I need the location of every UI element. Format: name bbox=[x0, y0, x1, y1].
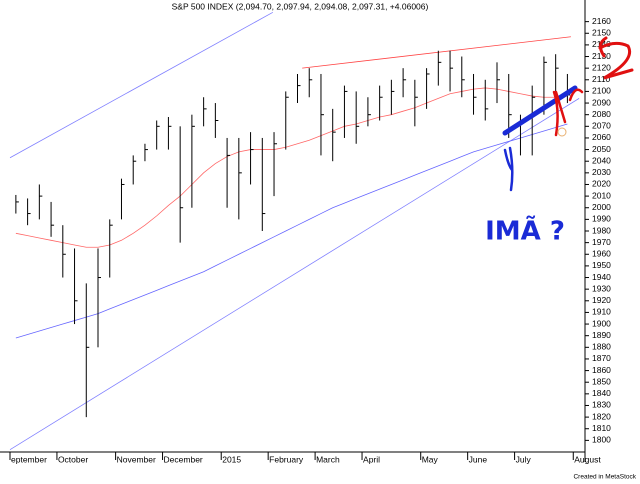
y-tick-label: 1860 bbox=[592, 365, 611, 375]
x-tick-label: February bbox=[269, 454, 304, 464]
moving-average bbox=[15, 87, 568, 248]
y-tick-label: 1920 bbox=[592, 295, 611, 305]
x-tick-label: eptember bbox=[11, 454, 47, 464]
y-tick-label: 2060 bbox=[592, 132, 611, 142]
y-tick-label: 2150 bbox=[592, 28, 611, 38]
y-tick-label: 1910 bbox=[592, 307, 611, 317]
moving-average bbox=[15, 123, 568, 339]
y-tick-label: 1840 bbox=[592, 388, 611, 398]
y-tick-label: 2100 bbox=[592, 86, 611, 96]
y-tick-label: 1960 bbox=[592, 249, 611, 259]
y-tick-label: 2020 bbox=[592, 179, 611, 189]
x-tick-label: August bbox=[574, 454, 601, 464]
chart-title: S&P 500 INDEX (2,094.70, 2,097.94, 2,094… bbox=[172, 1, 429, 11]
x-tick-label: 2015 bbox=[222, 454, 241, 464]
x-tick-label: March bbox=[316, 454, 340, 464]
red-scribble bbox=[552, 88, 584, 137]
x-tick-label: June bbox=[469, 454, 488, 464]
y-tick-label: 2040 bbox=[592, 155, 611, 165]
y-tick-label: 2120 bbox=[592, 62, 611, 72]
y-tick-label: 1890 bbox=[592, 330, 611, 340]
red-two bbox=[598, 36, 634, 80]
y-tick-label: 2090 bbox=[592, 97, 611, 107]
y-tick-label: 1980 bbox=[592, 225, 611, 235]
y-tick-label: 2080 bbox=[592, 109, 611, 119]
marker-line bbox=[502, 85, 578, 136]
y-tick-label: 1810 bbox=[592, 423, 611, 433]
y-tick-label: 1900 bbox=[592, 318, 611, 328]
box-marker bbox=[557, 127, 567, 137]
x-tick-label: November bbox=[117, 454, 156, 464]
y-tick-label: 2050 bbox=[592, 144, 611, 154]
y-tick-label: 1940 bbox=[592, 272, 611, 282]
y-tick-label: 1880 bbox=[592, 342, 611, 352]
y-tick-label: 2130 bbox=[592, 51, 611, 61]
x-tick-label: May bbox=[422, 454, 439, 464]
y-tick-label: 1990 bbox=[592, 214, 611, 224]
x-tick-label: July bbox=[516, 454, 532, 464]
y-tick-label: 1950 bbox=[592, 260, 611, 270]
footer: Created in MetaStock bbox=[573, 474, 636, 481]
arrow bbox=[503, 146, 514, 192]
x-tick-label: December bbox=[164, 454, 203, 464]
trend-line bbox=[9, 11, 274, 159]
trend-line bbox=[9, 98, 580, 451]
y-tick-label: 1870 bbox=[592, 353, 611, 363]
y-tick-label: 1930 bbox=[592, 283, 611, 293]
y-tick-label: 1850 bbox=[592, 376, 611, 386]
y-tick-label: 1970 bbox=[592, 237, 611, 247]
x-tick-label: April bbox=[363, 454, 380, 464]
y-tick-label: 1820 bbox=[592, 411, 611, 421]
annotation: IMÃ ? bbox=[485, 215, 565, 247]
y-tick-label: 1830 bbox=[592, 400, 611, 410]
y-tick-label: 2110 bbox=[592, 74, 611, 84]
handwriting bbox=[502, 36, 634, 192]
trend-line bbox=[302, 36, 571, 69]
y-tick-label: 2160 bbox=[592, 16, 611, 26]
y-tick-label: 2010 bbox=[592, 190, 611, 200]
y-tick-label: 1800 bbox=[592, 435, 611, 445]
x-tick-label: October bbox=[58, 454, 88, 464]
y-tick-label: 2000 bbox=[592, 202, 611, 212]
y-tick-label: 2030 bbox=[592, 167, 611, 177]
y-tick-label: 2070 bbox=[592, 121, 611, 131]
